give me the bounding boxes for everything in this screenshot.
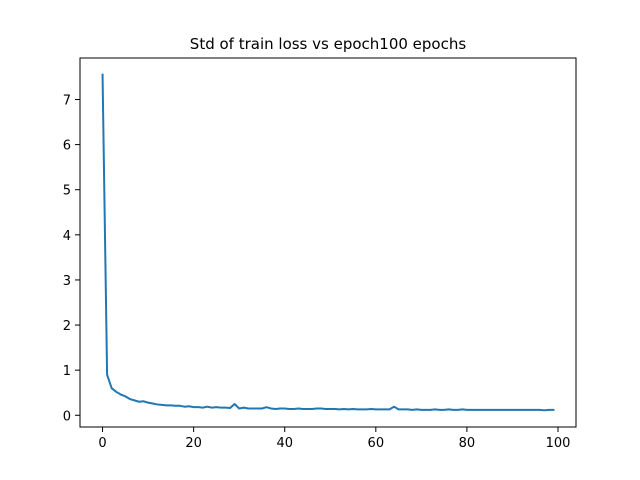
chart-title: Std of train loss vs epoch100 epochs: [190, 35, 467, 53]
y-tick-label: 5: [63, 184, 71, 199]
x-tick-label: 80: [459, 436, 476, 451]
x-tick-label: 20: [185, 436, 202, 451]
axes-frame: [79, 57, 577, 428]
y-tick-label: 0: [63, 409, 71, 424]
y-tick-label: 2: [63, 319, 71, 334]
x-tick-label: 100: [546, 436, 571, 451]
x-tick-label: 0: [98, 436, 106, 451]
y-tick-label: 7: [63, 94, 71, 109]
plot-area: 0 20 40 60 80 100 0 1 2 3 4 5 6 7: [63, 57, 577, 451]
x-tick-label: 60: [368, 436, 385, 451]
y-tick-label: 1: [63, 364, 71, 379]
series-line-0: [101, 73, 555, 412]
x-tick-label: 40: [276, 436, 293, 451]
y-tick-label: 6: [63, 139, 71, 154]
y-tick-label: 3: [63, 274, 71, 289]
y-tick-label: 4: [63, 229, 71, 244]
